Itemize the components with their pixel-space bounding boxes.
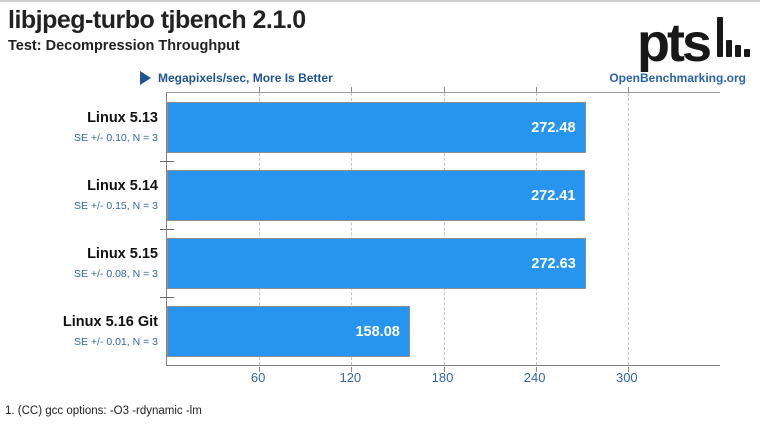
axis-tick: [535, 367, 537, 372]
pts-bars-icon: [714, 17, 750, 57]
bar-value-label: 272.41: [531, 187, 576, 204]
category-name: Linux 5.16 Git: [62, 314, 158, 330]
row-label: Linux 5.16 Git SE +/- 0.01, N = 3: [0, 314, 158, 348]
x-tick-label: 240: [523, 370, 546, 385]
axis-tick: [627, 367, 629, 372]
axis-tick: [535, 87, 537, 92]
standard-error-label: SE +/- 0.10, N = 3: [73, 131, 158, 144]
bar-Linux 5.16 Git: 158.08: [167, 306, 410, 357]
axis-tick: [351, 87, 353, 92]
axis-tick: [443, 367, 445, 372]
category-name: Linux 5.15: [87, 246, 158, 262]
compiler-options-footnote: 1. (CC) gcc options: -O3 -rdynamic -lm: [5, 405, 202, 417]
page-title: libjpeg-turbo tjbench 2.1.0: [8, 6, 306, 34]
gridline: [443, 93, 445, 365]
pts-logo-text: pts: [637, 13, 712, 73]
pts-logo: pts: [637, 2, 750, 70]
test-subtitle: Test: Decompression Throughput: [8, 38, 240, 54]
standard-error-label: SE +/- 0.08, N = 3: [73, 267, 158, 280]
x-tick-label: 120: [339, 370, 362, 385]
axis-tick: [443, 87, 445, 92]
axis-tick: [259, 87, 261, 92]
bar-value-label: 272.63: [531, 255, 576, 272]
category-name: Linux 5.13: [87, 110, 158, 126]
gridline: [351, 93, 353, 365]
gridline: [535, 93, 537, 365]
legend-label: Megapixels/sec, More Is Better: [158, 71, 333, 85]
gridline: [627, 93, 629, 365]
axis-tick: [259, 367, 261, 372]
category-name: Linux 5.14: [87, 178, 158, 194]
bar-value-label: 272.48: [531, 119, 576, 136]
row-separator-tick: [160, 229, 174, 230]
play-triangle-icon: [140, 71, 151, 85]
axis-tick: [627, 87, 629, 92]
row-separator-tick: [160, 297, 174, 298]
row-separator-tick: [160, 161, 174, 162]
standard-error-label: SE +/- 0.01, N = 3: [73, 335, 158, 348]
row-label: Linux 5.13 SE +/- 0.10, N = 3: [0, 110, 158, 144]
openbenchmarking-link[interactable]: OpenBenchmarking.org: [609, 71, 746, 85]
bar-Linux 5.15: 272.63: [167, 238, 586, 289]
standard-error-label: SE +/- 0.15, N = 3: [73, 199, 158, 212]
bar-chart-plot-area: 272.48 272.41 272.63 158.08: [160, 87, 720, 372]
bar-Linux 5.14: 272.41: [167, 170, 586, 221]
x-tick-label: 180: [431, 370, 454, 385]
bar-Linux 5.13: 272.48: [167, 102, 586, 153]
axis-tick: [351, 367, 353, 372]
x-tick-label: 60: [250, 370, 266, 385]
chart-legend: Megapixels/sec, More Is Better: [140, 71, 333, 85]
bar-value-label: 158.08: [355, 323, 400, 340]
x-tick-label: 300: [615, 370, 638, 385]
row-label: Linux 5.15 SE +/- 0.08, N = 3: [0, 246, 158, 280]
gridline: [259, 93, 261, 365]
row-label: Linux 5.14 SE +/- 0.15, N = 3: [0, 178, 158, 212]
